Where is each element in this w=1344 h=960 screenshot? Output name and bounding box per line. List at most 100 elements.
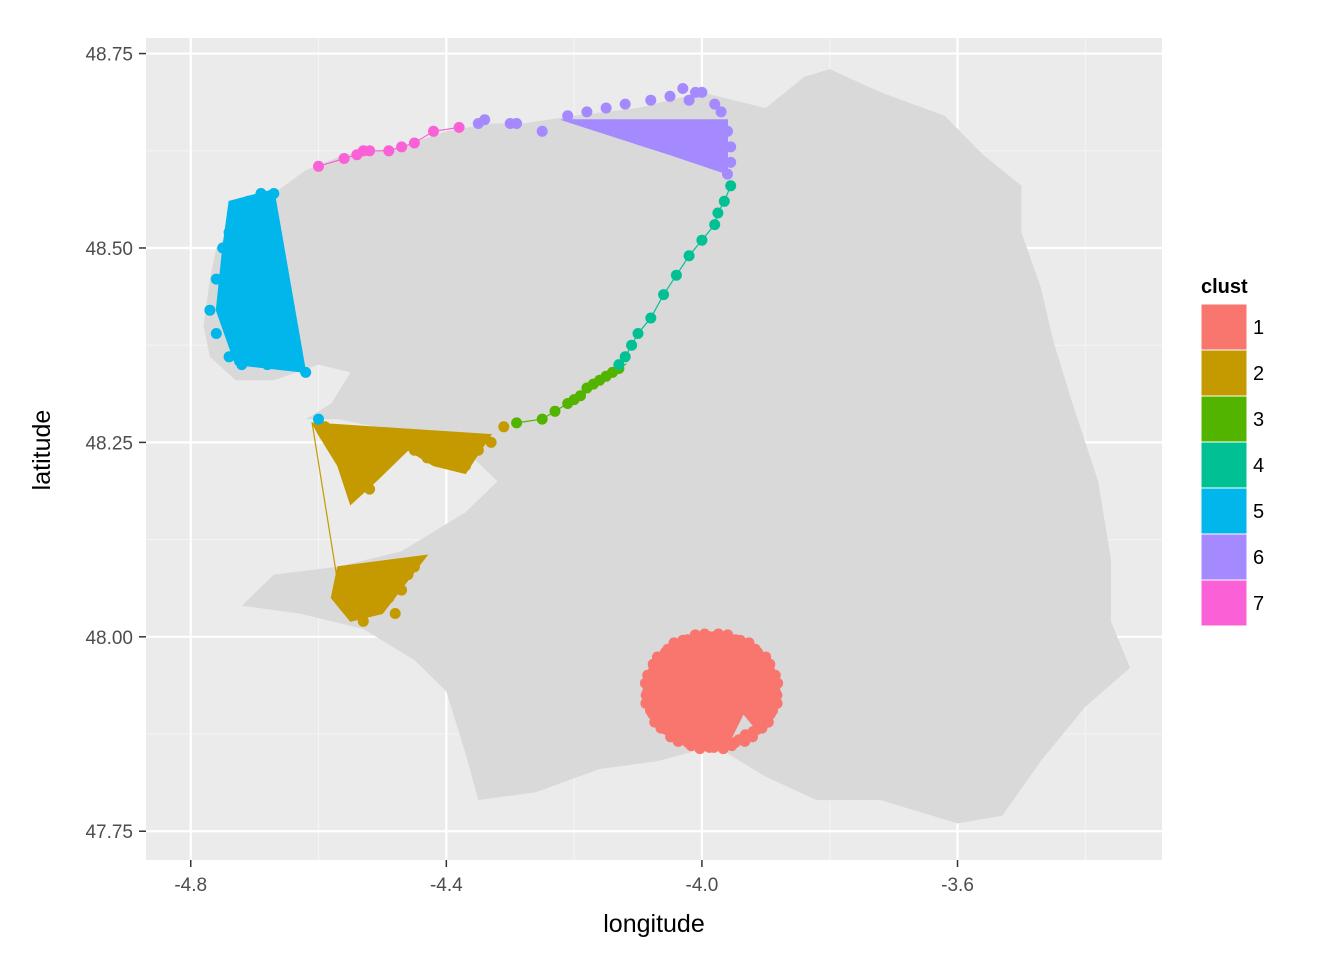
legend: clust 1 2 3 4 5 6 7 [1200, 276, 1264, 627]
cluster-7-path [318, 126, 460, 167]
cluster-6-point [722, 168, 733, 180]
cluster-5-point [223, 351, 235, 363]
cluster-4-point [725, 180, 737, 192]
cluster-2-point [370, 576, 382, 588]
legend-key [1200, 395, 1248, 443]
cluster-7-point [408, 137, 420, 149]
cluster-3-point [511, 417, 523, 429]
legend-label: 4 [1253, 455, 1264, 477]
cluster-6-point [683, 94, 695, 106]
cluster-2-point [460, 460, 471, 472]
cluster-2-point [396, 436, 408, 448]
cluster-4-point [670, 269, 682, 281]
cluster-layer [204, 83, 784, 755]
legend-label: 7 [1253, 593, 1264, 615]
x-axis-title: longitude [603, 910, 704, 938]
cluster-6-point [645, 94, 657, 106]
legend-key [1200, 303, 1248, 351]
cluster-2-point [357, 615, 369, 627]
legend-title: clust [1201, 276, 1248, 298]
cluster-2-point [351, 460, 363, 472]
cluster-6-point [619, 98, 631, 110]
cluster-4-point [645, 312, 657, 324]
cluster-4-point [712, 207, 724, 219]
cluster-5-point [274, 359, 286, 371]
cluster-2-point [364, 483, 376, 495]
cluster-2-point [345, 452, 356, 464]
y-tick-label: 48.25 [85, 433, 133, 454]
cluster-2-point [351, 600, 363, 612]
y-axis: 48.75 48.50 48.25 48.00 47.75 [85, 45, 146, 843]
cluster-2-link [311, 422, 339, 583]
cluster-2-point [345, 584, 356, 596]
cluster-2-point [396, 584, 408, 596]
cluster-2-point [421, 452, 433, 464]
cluster-2-point [319, 421, 331, 433]
cluster-7-point [364, 145, 376, 157]
legend-label: 6 [1253, 547, 1264, 569]
cluster-5-point [268, 188, 280, 199]
cluster-5-point [236, 258, 248, 269]
cluster-7-point [313, 160, 324, 172]
y-axis-title: latitude [28, 410, 56, 491]
cluster-5-point [210, 328, 222, 339]
cluster-6-point [696, 86, 708, 98]
cluster-2-point [338, 569, 350, 581]
y-tick-label: 47.75 [85, 822, 133, 843]
cluster-2-point [447, 452, 459, 464]
cluster-2-point [364, 592, 376, 604]
x-tick-label: -4.4 [430, 875, 463, 896]
y-tick-label: 48.75 [85, 45, 133, 66]
cluster-3-point [575, 390, 586, 402]
cluster-6-point [600, 102, 612, 114]
cluster-7-point [396, 141, 408, 153]
legend-key [1200, 441, 1248, 489]
cluster-5-point [300, 366, 312, 378]
cluster-5-point [230, 203, 241, 215]
cluster-4-point [696, 234, 708, 246]
cluster-3-point [549, 405, 561, 417]
cluster-4-point [632, 328, 644, 339]
cluster-2-point [485, 436, 497, 448]
legend-label: 3 [1253, 409, 1264, 431]
cluster-7-point [428, 125, 439, 137]
cluster-5-point [210, 273, 222, 285]
cluster-2-point [376, 452, 388, 464]
cluster-4-point [626, 339, 638, 351]
cluster-2-point [408, 444, 420, 456]
cluster-2-point [402, 569, 414, 581]
cluster-6-point [536, 125, 548, 137]
cluster-5-point [236, 359, 248, 371]
cluster-4-point [619, 351, 631, 363]
cluster-7-point [383, 145, 395, 157]
cluster-2-point [408, 561, 420, 573]
cluster-2-point [370, 468, 382, 479]
cluster-5-point [313, 413, 324, 425]
y-tick-label: 48.00 [85, 628, 133, 649]
cluster-2-point [434, 444, 446, 456]
cluster-6-point [725, 141, 737, 153]
cluster-2-point [472, 444, 484, 456]
cluster-2-point [383, 592, 395, 604]
cluster-6-point [715, 106, 727, 118]
cluster-6-point [664, 90, 676, 102]
cluster-2-point [338, 436, 350, 448]
cluster-6-point [725, 156, 737, 168]
cluster-4-point [709, 219, 721, 231]
cluster-5-point [287, 359, 299, 371]
x-axis: -4.8 -4.4 -4.0 -3.6 [174, 860, 974, 896]
cluster-2-point [325, 429, 337, 441]
cluster-6-point [511, 118, 523, 129]
cluster-6-point [722, 125, 733, 137]
cluster-2-point [389, 608, 401, 619]
cluster-4-point [658, 289, 670, 301]
cluster-6-point [562, 110, 574, 122]
cluster-2-point [357, 475, 369, 487]
x-tick-label: -4.0 [686, 875, 719, 896]
cluster-5-point [217, 242, 229, 254]
cluster-5-point [230, 289, 241, 301]
cluster-5-point [242, 312, 254, 324]
legend-label: 5 [1253, 501, 1264, 523]
cluster-4-point [683, 250, 695, 262]
